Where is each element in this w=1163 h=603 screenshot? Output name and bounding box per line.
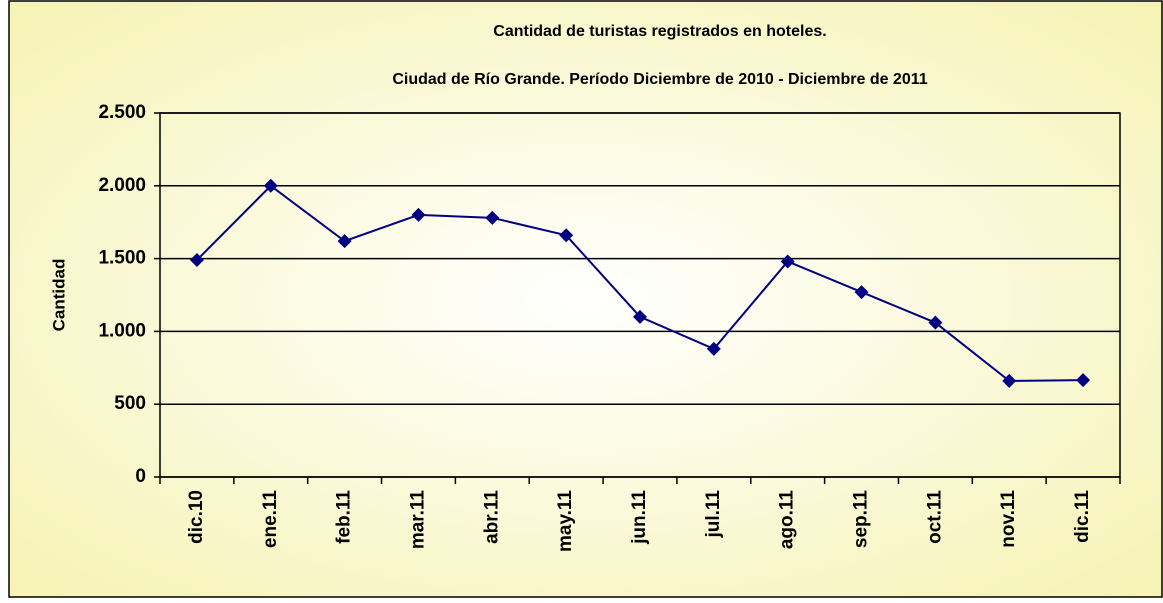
marker [780, 254, 795, 269]
x-tick-label: ago.11 [777, 490, 798, 550]
x-tick-label: may.11 [555, 490, 576, 552]
x-tick-label: jul.11 [703, 490, 724, 539]
marker [706, 341, 721, 356]
marker [485, 210, 500, 225]
marker [928, 315, 943, 330]
marker [854, 285, 869, 300]
marker [559, 228, 574, 243]
chart-title: Cantidad de turistas registrados en hote… [493, 23, 826, 40]
marker [337, 234, 352, 249]
y-tick-label: 0 [135, 466, 146, 487]
x-tick-label: oct.11 [924, 490, 945, 544]
y-tick-label: 2.000 [98, 175, 146, 196]
marker [189, 253, 204, 268]
y-tick-label: 500 [114, 393, 146, 414]
y-tick-label: 2.500 [98, 102, 146, 123]
marker [1002, 373, 1017, 388]
y-tick-label: 1.000 [98, 320, 146, 341]
x-tick-label: ene.11 [260, 490, 281, 549]
x-tick-label: abr.11 [481, 490, 502, 544]
y-tick-label: 1.500 [98, 248, 146, 269]
x-tick-label: mar.11 [407, 490, 428, 550]
x-tick-label: sep.11 [851, 490, 872, 549]
x-tick-label: nov.11 [998, 490, 1019, 548]
x-tick-label: dic.11 [1072, 490, 1093, 543]
marker [633, 309, 647, 324]
x-tick-label: dic.10 [186, 490, 207, 544]
x-tick-label: feb.11 [334, 490, 355, 544]
y-axis-label: Cantidad [49, 259, 68, 332]
marker [1076, 373, 1091, 388]
chart-subtitle: Ciudad de Río Grande. Período Diciembre … [392, 71, 927, 88]
x-tick-label: jun.11 [629, 490, 650, 545]
marker [411, 207, 426, 222]
marker [263, 178, 278, 193]
chart-background [8, 0, 1163, 598]
